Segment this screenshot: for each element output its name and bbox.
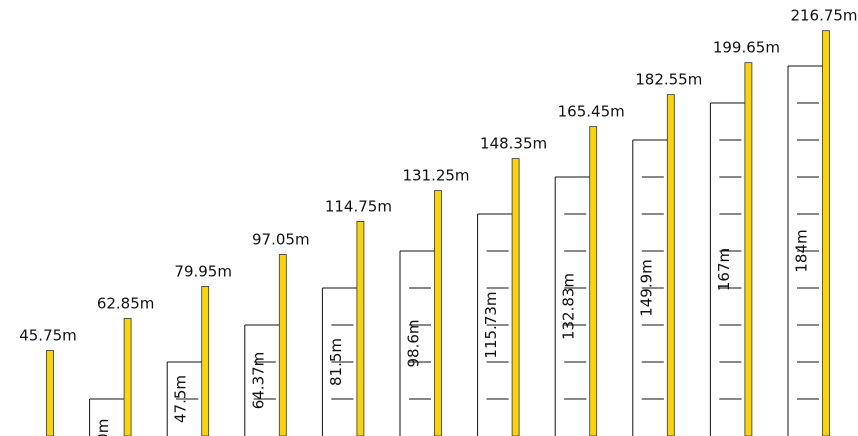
pole-height-label: 148.35m	[480, 135, 547, 153]
tower-group: 132.83m 165.45m	[554, 103, 625, 436]
structure-height-label: 98.6m	[405, 319, 423, 367]
pole	[278, 254, 287, 436]
pole-height-label: 62.85m	[97, 294, 155, 312]
structure-height-label: 167m	[715, 248, 733, 291]
pole-height-label: 216.75m	[790, 7, 857, 25]
pole	[46, 350, 54, 436]
pole-height-label: 45.75m	[19, 326, 77, 344]
structure-height-label: 47.5m	[172, 375, 190, 423]
pole-height-label: 79.95m	[174, 262, 232, 280]
pole-height-label: 165.45m	[558, 103, 625, 121]
pole	[201, 286, 210, 436]
tower-group: 45.75m	[19, 326, 77, 436]
pole	[123, 318, 132, 436]
tower-group: 115.73m 148.35m	[477, 135, 547, 436]
pole	[589, 126, 598, 436]
pole-height-label: 182.55m	[635, 71, 702, 89]
structure-height-label: 64.37m	[249, 352, 267, 410]
structure-height-label: 115.73m	[482, 291, 500, 358]
structure-height-label: 81.5m	[327, 338, 345, 386]
tower-group: 30m 62.85m	[89, 294, 155, 436]
pole-height-label: 97.05m	[252, 231, 310, 249]
structure-height-label: 149.9m	[637, 259, 655, 317]
tower-group: 81.5m 114.75m	[321, 197, 392, 436]
structure-height-label: 184m	[793, 229, 811, 272]
tower-group: 167m 199.65m	[709, 39, 780, 436]
tower-group: 64.37m 97.05m	[244, 231, 310, 436]
pole	[511, 158, 520, 436]
structure-height-label: 132.83m	[560, 273, 578, 340]
pole	[822, 30, 830, 436]
pole	[744, 62, 753, 436]
pole	[356, 221, 365, 436]
tower-group: 149.9m 182.55m	[632, 71, 702, 436]
tower-group: 98.6m 131.25m	[399, 167, 470, 436]
pole	[666, 94, 675, 436]
towers-layer: 45.75m 30m 62.85m 47.5m 79.95m 64.37m 97.05m 81…	[19, 7, 858, 436]
structure-height-label: 30m	[94, 419, 112, 436]
tower-group: 47.5m 79.95m	[166, 262, 232, 436]
tower-group: 184m 216.75m	[787, 7, 858, 436]
pole	[434, 190, 442, 436]
pole-height-label: 199.65m	[713, 39, 780, 57]
pole-height-label: 131.25m	[402, 167, 469, 185]
pole-height-label: 114.75m	[325, 197, 392, 215]
